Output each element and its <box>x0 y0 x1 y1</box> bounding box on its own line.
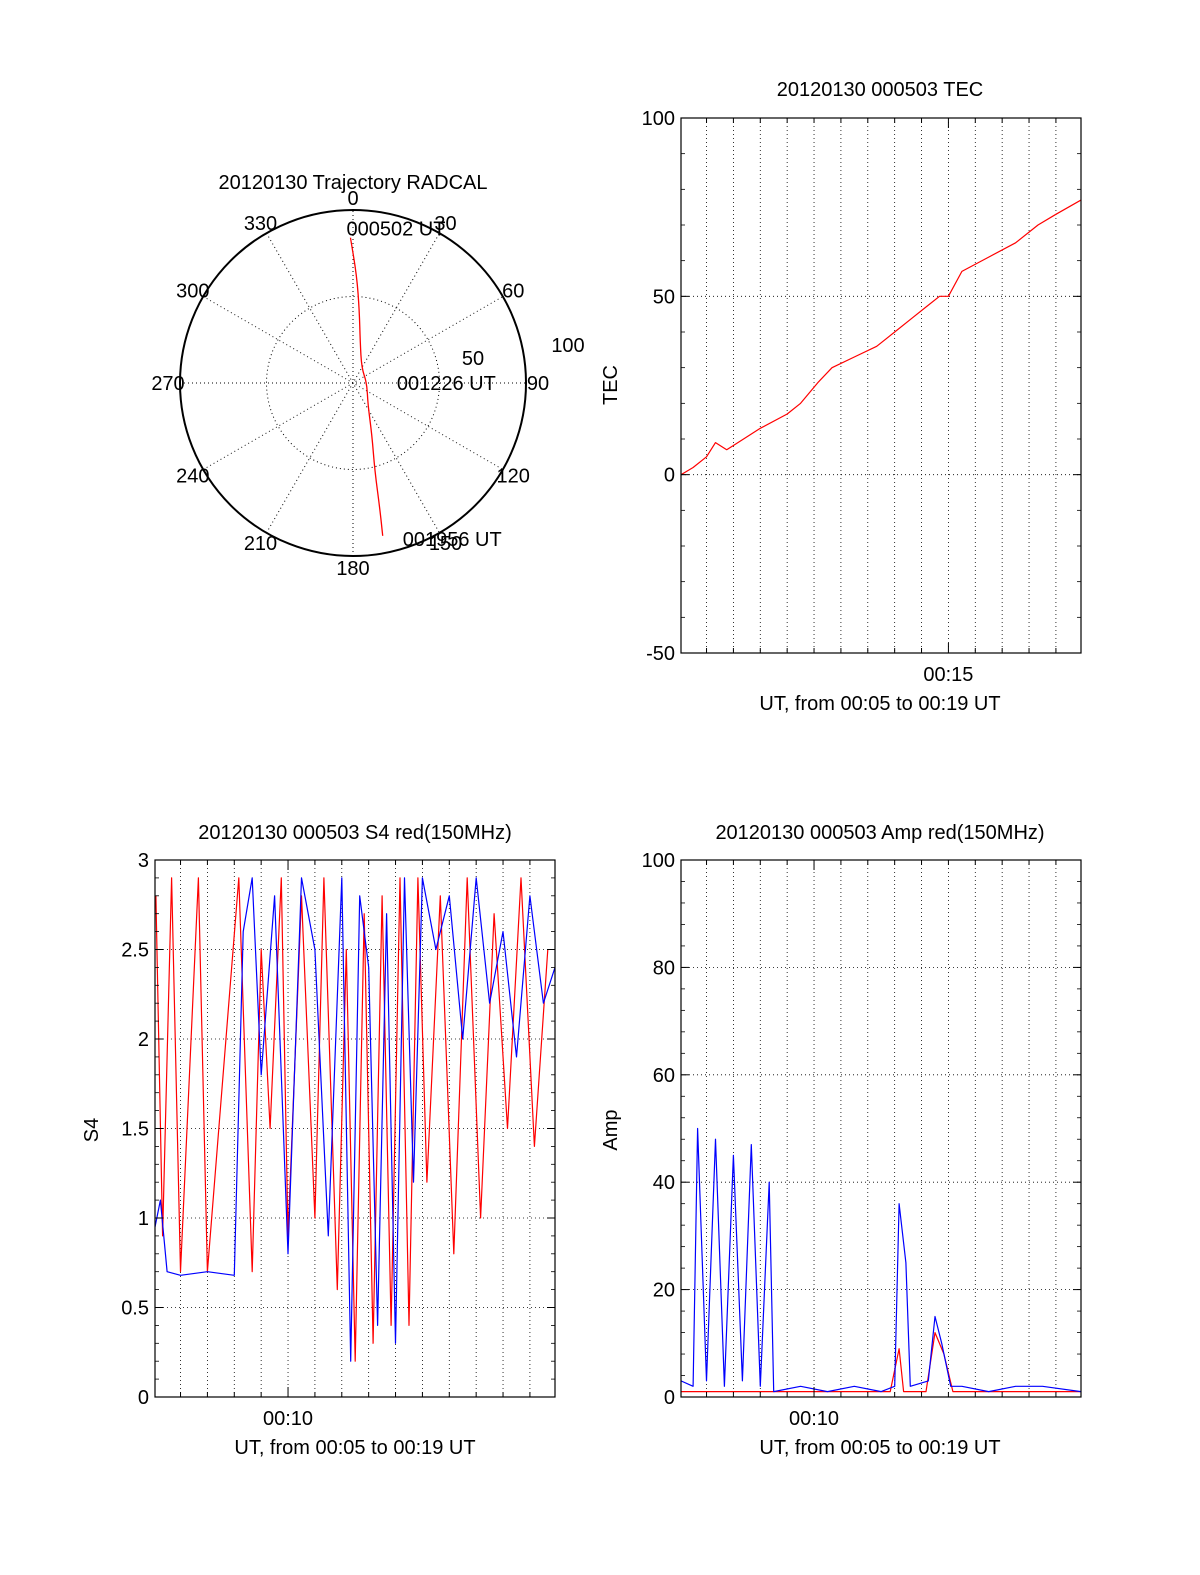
amp-plot-frame <box>680 859 1082 1398</box>
polar-spoke <box>266 232 440 534</box>
polar-inner-circle <box>266 296 440 470</box>
polar-panel: 20120130 Trajectory RADCAL 0 30 60 90 120 150… <box>151 172 584 580</box>
polar-series <box>349 237 384 536</box>
y-tick-label: -50 <box>646 643 675 665</box>
tec-title: 20120130 000503 TEC <box>777 79 983 101</box>
series-line-1 <box>155 877 555 1362</box>
tec-panel: 20120130 000503 TEC 100 50 0 -50 00:15 TEC U… <box>600 79 1082 715</box>
y-tick-label: 100 <box>642 850 675 872</box>
s4-ticks: 0 0.5 1 1.5 2 2.5 3 00:10 <box>121 850 555 1430</box>
amp-grid <box>681 860 1081 1397</box>
polar-azimuth-tick: 270 <box>151 373 184 395</box>
amp-ticks: 0 20 40 60 80 100 00:10 <box>642 850 1081 1430</box>
polar-azimuth-tick: 30 <box>434 213 456 235</box>
amp-series <box>681 1127 1081 1393</box>
tec-series <box>681 199 1081 476</box>
y-tick-label: 40 <box>653 1172 675 1194</box>
amp-ylabel: Amp <box>600 1109 622 1150</box>
polar-time-annotation: 001226 UT <box>397 373 496 395</box>
series-group <box>681 1127 1081 1393</box>
y-tick-label: 0 <box>664 1387 675 1409</box>
polar-azimuth-tick: 180 <box>336 558 369 580</box>
polar-azimuth-tick: 300 <box>176 281 209 303</box>
y-tick-label: 1.5 <box>121 1119 149 1141</box>
y-tick-label: 1 <box>138 1208 149 1230</box>
series-group <box>155 877 555 1362</box>
polar-azimuth-tick: 240 <box>176 466 209 488</box>
amp-panel: 20120130 000503 Amp red(150MHz) 0 20 40 60 8… <box>600 822 1082 1459</box>
polar-grid <box>179 209 527 557</box>
polar-azimuth-tick: 0 <box>347 188 358 210</box>
y-tick-label: 50 <box>653 286 675 308</box>
polar-trajectory-line <box>349 237 384 536</box>
y-tick-label: 3 <box>138 850 149 872</box>
s4-xlabel: UT, from 00:05 to 00:19 UT <box>234 1437 475 1459</box>
x-tick-label: 00:10 <box>263 1408 313 1430</box>
x-tick-label: 00:15 <box>923 664 973 686</box>
y-tick-label: 20 <box>653 1280 675 1302</box>
polar-radial-tick: 50 <box>462 348 484 370</box>
tec-grid <box>681 118 1081 653</box>
tec-ticks: 100 50 0 -50 00:15 <box>642 108 1081 686</box>
polar-radial-tick: 100 <box>551 335 584 357</box>
x-tick-label: 00:10 <box>789 1408 839 1430</box>
polar-azimuth-tick: 210 <box>244 533 277 555</box>
y-tick-label: 0 <box>138 1387 149 1409</box>
amp-title: 20120130 000503 Amp red(150MHz) <box>715 822 1044 844</box>
y-tick-label: 2.5 <box>121 940 149 962</box>
amp-xlabel: UT, from 00:05 to 00:19 UT <box>759 1437 1000 1459</box>
y-tick-label: 100 <box>642 108 675 130</box>
s4-title: 20120130 000503 S4 red(150MHz) <box>198 822 512 844</box>
y-tick-label: 2 <box>138 1029 149 1051</box>
polar-azimuth-tick: 330 <box>244 213 277 235</box>
tec-xlabel: UT, from 00:05 to 00:19 UT <box>759 693 1000 715</box>
polar-azimuth-tick: 150 <box>429 533 462 555</box>
series-line-0 <box>155 877 549 1362</box>
tec-ylabel: TEC <box>600 365 622 405</box>
s4-panel: 20120130 000503 S4 red(150MHz) 0 0.5 1 1.5 2… <box>81 822 556 1459</box>
y-tick-label: 60 <box>653 1065 675 1087</box>
y-tick-label: 0.5 <box>121 1298 149 1320</box>
series-group <box>681 199 1081 476</box>
y-tick-label: 80 <box>653 957 675 979</box>
series-line-1 <box>681 1127 1081 1393</box>
polar-time-annotation: 001956 UT <box>403 529 502 551</box>
polar-labels: 0 30 60 90 120 150 180 210 240 270 300 330 50 100 0005… <box>151 188 584 580</box>
polar-azimuth-tick: 60 <box>502 281 524 303</box>
series-line-0 <box>681 199 1081 476</box>
polar-time-annotation: 000502 UT <box>346 219 445 241</box>
s4-ylabel: S4 <box>81 1118 103 1142</box>
polar-azimuth-tick: 90 <box>527 373 549 395</box>
polar-title: 20120130 Trajectory RADCAL <box>218 172 487 194</box>
polar-azimuth-tick: 120 <box>497 466 530 488</box>
tec-plot-frame <box>680 117 1082 654</box>
y-tick-label: 0 <box>664 465 675 487</box>
s4-series <box>155 877 555 1362</box>
